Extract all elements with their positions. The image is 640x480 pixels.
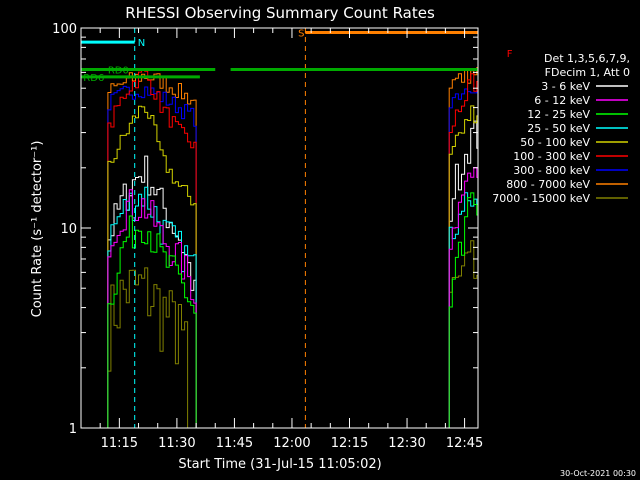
legend-header: Det 1,3,5,6,7,9,: [544, 52, 630, 65]
legend-label: 12 - 25 keV: [527, 108, 590, 121]
legend-label: 300 - 800 keV: [513, 164, 590, 177]
x-tick-label: 12:45: [446, 436, 483, 451]
trace-300-800kev: [107, 85, 197, 428]
legend-header: FDecim 1, Att 0: [545, 66, 630, 79]
timestamp: 30-Oct-2021 00:30: [560, 469, 636, 478]
x-axis-label: Start Time (31-Jul-15 11:05:02): [178, 457, 381, 472]
trace-100-300kev: [448, 73, 478, 428]
trace-12-25kev: [448, 192, 478, 428]
trace-50-100kev: [448, 105, 478, 428]
x-tick-label: 11:15: [101, 436, 138, 451]
interval-s-2: [304, 28, 478, 428]
interval-label: RD0: [108, 66, 129, 77]
legend-label: 100 - 300 keV: [513, 150, 590, 163]
x-tick-label: 11:30: [158, 436, 195, 451]
y-axis-label: Count Rate (s⁻¹ detector⁻¹): [30, 141, 45, 318]
trace-7000-15000kev: [107, 267, 197, 428]
interval-n-0: [81, 28, 136, 428]
interval-labels: N S F RD0 RD6: [83, 28, 512, 83]
trace-7000-15000kev: [448, 240, 478, 428]
data-layer: [107, 67, 478, 428]
legend-label: 50 - 100 keV: [520, 136, 590, 149]
interval-label: F: [507, 49, 513, 60]
interval-label: S: [298, 28, 304, 39]
axes: 1 10 100 11:15 11:30 11:45 12:00 12:15 12:30 12:4…: [52, 22, 483, 451]
trace-50-100kev: [107, 105, 197, 428]
legend-label: 3 - 6 keV: [541, 80, 590, 93]
trace-3-6kev: [448, 120, 478, 428]
x-tick-label: 12:00: [273, 436, 310, 451]
legend-label: 25 - 50 keV: [527, 122, 590, 135]
legend-label: 800 - 7000 keV: [506, 178, 590, 191]
trace-12-25kev: [107, 215, 197, 428]
plot-frame: [80, 27, 479, 429]
y-tick-label: 1: [69, 422, 77, 437]
trace-25-50kev: [107, 186, 197, 428]
trace-3-6kev: [107, 155, 197, 428]
trace-6-12kev: [107, 189, 197, 428]
trace-100-300kev: [107, 69, 197, 428]
chart-title: RHESSI Observing Summary Count Rates: [125, 4, 435, 22]
legend: Det 1,3,5,6,7,9,FDecim 1, Att 03 - 6 keV…: [492, 52, 630, 205]
interval-bars: [81, 28, 478, 428]
interval-label: RD6: [83, 73, 104, 84]
x-tick-label: 12:30: [388, 436, 425, 451]
legend-label: 6 - 12 keV: [534, 94, 590, 107]
interval-label: N: [138, 38, 145, 49]
y-tick-label: 100: [52, 22, 77, 37]
x-tick-label: 11:45: [216, 436, 253, 451]
legend-label: 7000 - 15000 keV: [492, 192, 590, 205]
y-tick-label: 10: [60, 222, 77, 237]
trace-25-50kev: [448, 192, 478, 428]
x-tick-label: 12:15: [331, 436, 368, 451]
trace-6-12kev: [448, 167, 478, 428]
trace-800-7000kev: [107, 72, 197, 428]
